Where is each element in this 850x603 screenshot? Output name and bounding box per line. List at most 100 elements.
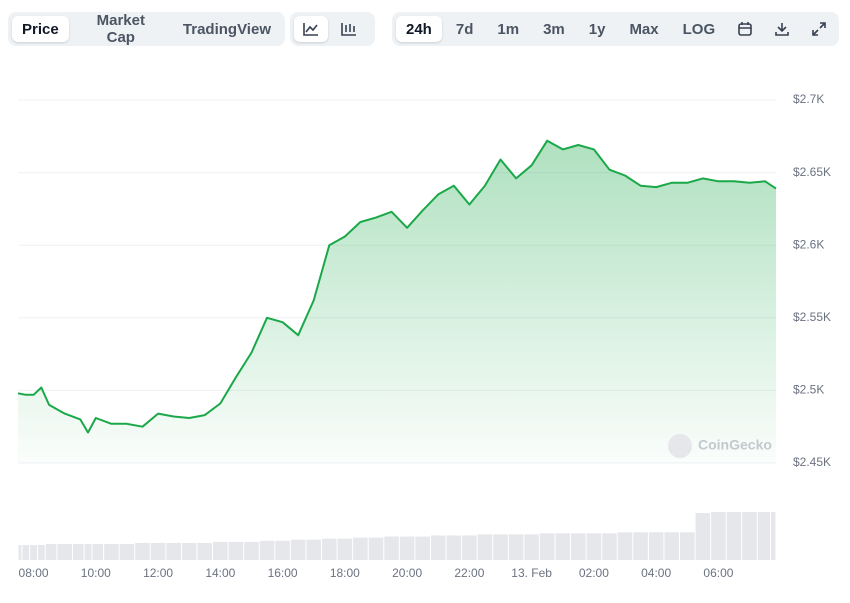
volume-bar (197, 542, 213, 560)
volume-bar (72, 544, 84, 560)
volume-bar (726, 512, 742, 560)
watermark-text: CoinGecko (698, 437, 772, 453)
x-tick-label: 13. Feb (511, 566, 552, 580)
icon (775, 23, 789, 36)
tab[interactable]: Price (12, 16, 69, 42)
volume-bar (213, 541, 228, 560)
candle-chart-button[interactable] (332, 16, 366, 42)
volume-bar (45, 544, 57, 560)
volume-bar (259, 540, 275, 560)
x-tick-label: 06:00 (703, 566, 733, 580)
icon (811, 22, 826, 36)
volume-bar (493, 534, 508, 560)
chart: $2.45K $2.5K $2.55K $2.6K $2.65K $2.7K 08:00 10… (17, 92, 831, 580)
range[interactable]: 24h (396, 16, 442, 42)
volume-bar (104, 544, 119, 560)
x-tick-label: 20:00 (392, 566, 422, 580)
volume-bar (633, 532, 648, 560)
x-tick-label: 16:00 (268, 566, 298, 580)
range-tabs: 24h 7d 1m 3m 1y Max LOG (392, 12, 839, 46)
range[interactable]: 1m (487, 16, 529, 42)
x-tick-label: 22:00 (454, 566, 484, 580)
volume-bar (18, 545, 22, 560)
line-chart-button[interactable] (294, 16, 328, 42)
volume-bar (617, 532, 633, 560)
calendar-button[interactable] (729, 16, 762, 42)
y-tick-label: $2.65K (793, 165, 831, 179)
x-tick-label: 10:00 (81, 566, 111, 580)
range[interactable]: 7d (446, 16, 484, 42)
volume-bar (695, 513, 711, 560)
volume-bar (228, 541, 244, 560)
y-tick-label: $2.45K (793, 455, 831, 469)
x-tick-label: 18:00 (330, 566, 360, 580)
volume-bar (37, 545, 45, 560)
y-tick-label: $2.5K (793, 383, 824, 397)
volume-bar (150, 542, 166, 560)
volume-bar (477, 534, 493, 560)
x-tick-label: 04:00 (641, 566, 671, 580)
volume-bar (508, 534, 524, 560)
volume-bar (30, 545, 37, 560)
x-tick-label: 02:00 (579, 566, 609, 580)
volume-bar (742, 512, 757, 560)
volume-bar (119, 544, 135, 560)
volume-bar (368, 537, 384, 560)
volume-bar (306, 539, 322, 560)
volume-bar (275, 540, 290, 560)
price-line (17, 139, 777, 434)
volume-bar (539, 533, 555, 560)
volume-bar (290, 539, 306, 560)
volume-bar (648, 532, 664, 560)
volume-bar (664, 532, 679, 560)
volume-bar (181, 542, 197, 560)
range[interactable]: LOG (673, 16, 726, 42)
volume-bar (337, 538, 353, 560)
range[interactable]: 1y (579, 16, 616, 42)
price-area (18, 140, 776, 463)
volume-bar (244, 541, 259, 560)
volume-bar (57, 544, 72, 560)
volume-bar (771, 512, 776, 560)
x-tick-label: 14:00 (205, 566, 235, 580)
volume-bar (166, 542, 181, 560)
tab[interactable]: TradingView (173, 16, 281, 42)
volume-bar (586, 533, 602, 560)
volume-bar (384, 536, 399, 560)
volume-bar (399, 536, 415, 560)
watermark-logo (668, 434, 692, 458)
y-tick-label: $2.6K (793, 237, 824, 251)
watermark: CoinGecko (668, 434, 772, 458)
volume-bar (555, 533, 571, 560)
volume-bar (322, 538, 337, 560)
icon (738, 22, 753, 36)
volume-bar (524, 534, 539, 560)
tab[interactable]: Market Cap (73, 12, 169, 46)
volume-bar (353, 537, 368, 560)
download-button[interactable] (766, 16, 799, 42)
volume-bar (602, 533, 617, 560)
range[interactable]: Max (619, 16, 668, 42)
volume-bar (135, 542, 150, 560)
volume-bar (22, 545, 30, 560)
volume-bar (679, 532, 695, 560)
volume-bar (415, 536, 430, 560)
chart-style (290, 12, 375, 46)
x-tick-label: 08:00 (19, 566, 49, 580)
volume-bar (757, 512, 771, 560)
y-tick-label: $2.7K (793, 92, 824, 106)
x-tick-label: 12:00 (143, 566, 173, 580)
fullscreen-button[interactable] (802, 16, 835, 42)
y-tick-label: $2.55K (793, 310, 831, 324)
volume-bar (446, 535, 462, 560)
icon (303, 23, 318, 36)
volume-bar (462, 535, 477, 560)
volume-bar (430, 535, 446, 560)
range[interactable]: 3m (533, 16, 575, 42)
volume-bar (84, 544, 92, 560)
icon (341, 23, 356, 36)
volume-bar (711, 512, 726, 560)
volume-bar (92, 544, 104, 560)
view-tabs: Price Market Cap TradingView (8, 12, 285, 46)
